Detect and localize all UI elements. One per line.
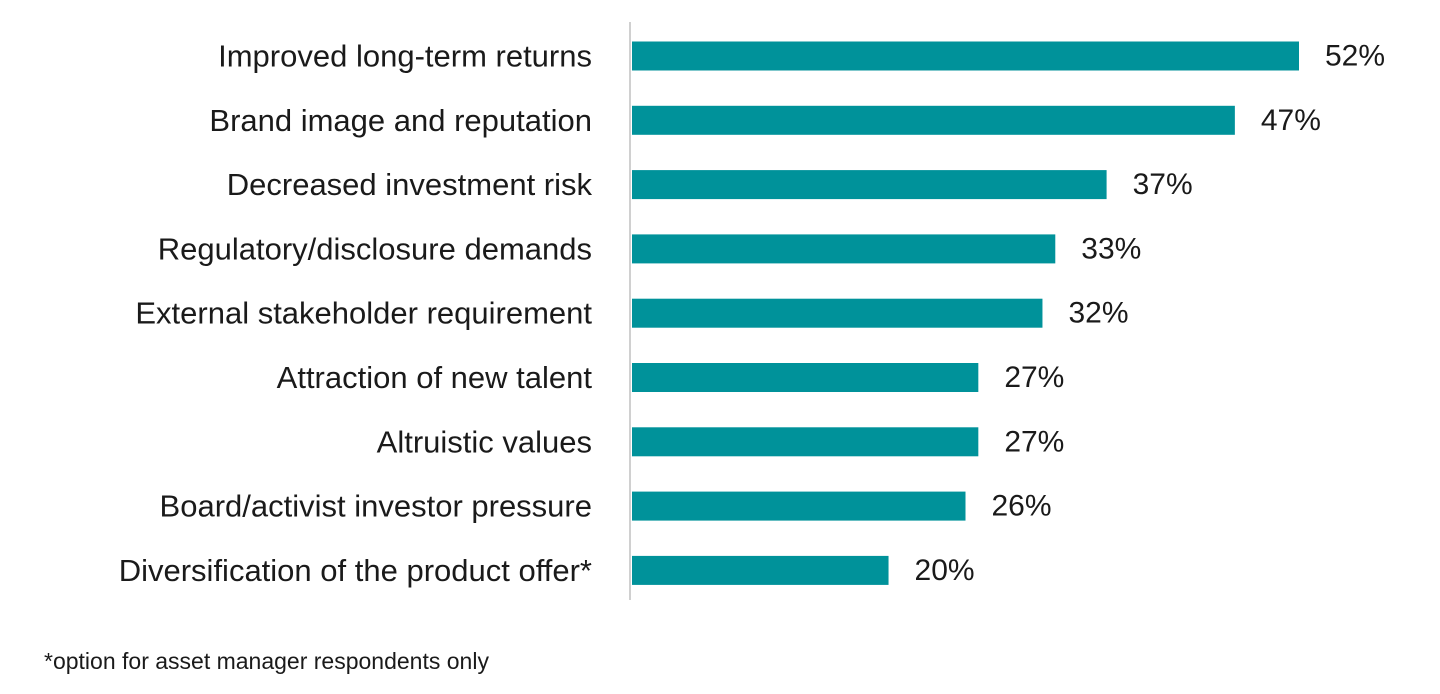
category-label: Diversification of the product offer* <box>119 553 592 588</box>
value-label: 20% <box>915 554 975 587</box>
bar-chart: Improved long-term returns Brand image an… <box>119 22 1386 600</box>
value-label: 33% <box>1081 232 1141 265</box>
category-label: Board/activist investor pressure <box>160 489 592 524</box>
category-label: Altruistic values <box>377 424 592 459</box>
value-label: 47% <box>1261 104 1321 137</box>
value-labels-layer: 52%47%37%33%32%27%27%26%20% <box>915 40 1386 587</box>
bar <box>632 491 966 521</box>
footnote: *option for asset manager respondents on… <box>44 648 489 674</box>
category-label: External stakeholder requirement <box>135 296 592 331</box>
bar <box>632 105 1235 135</box>
value-label: 52% <box>1325 40 1385 73</box>
category-label: Decreased investment risk <box>227 167 593 202</box>
bar <box>632 555 889 585</box>
category-label: Attraction of new talent <box>277 360 593 395</box>
value-label: 37% <box>1133 168 1193 201</box>
category-labels-layer: Improved long-term returns Brand image an… <box>119 39 593 588</box>
category-label: Improved long-term returns <box>218 39 592 74</box>
value-label: 26% <box>992 490 1052 523</box>
bar <box>632 41 1299 71</box>
bars-layer <box>632 41 1299 585</box>
bar <box>632 427 979 457</box>
category-label: Regulatory/disclosure demands <box>158 231 592 266</box>
bar <box>632 170 1107 200</box>
bar <box>632 363 979 392</box>
value-label: 27% <box>1004 361 1064 394</box>
value-label: 27% <box>1004 425 1064 458</box>
bar <box>632 234 1056 264</box>
category-label: Brand image and reputation <box>209 103 592 138</box>
bar <box>632 298 1043 328</box>
value-label: 32% <box>1068 297 1128 330</box>
